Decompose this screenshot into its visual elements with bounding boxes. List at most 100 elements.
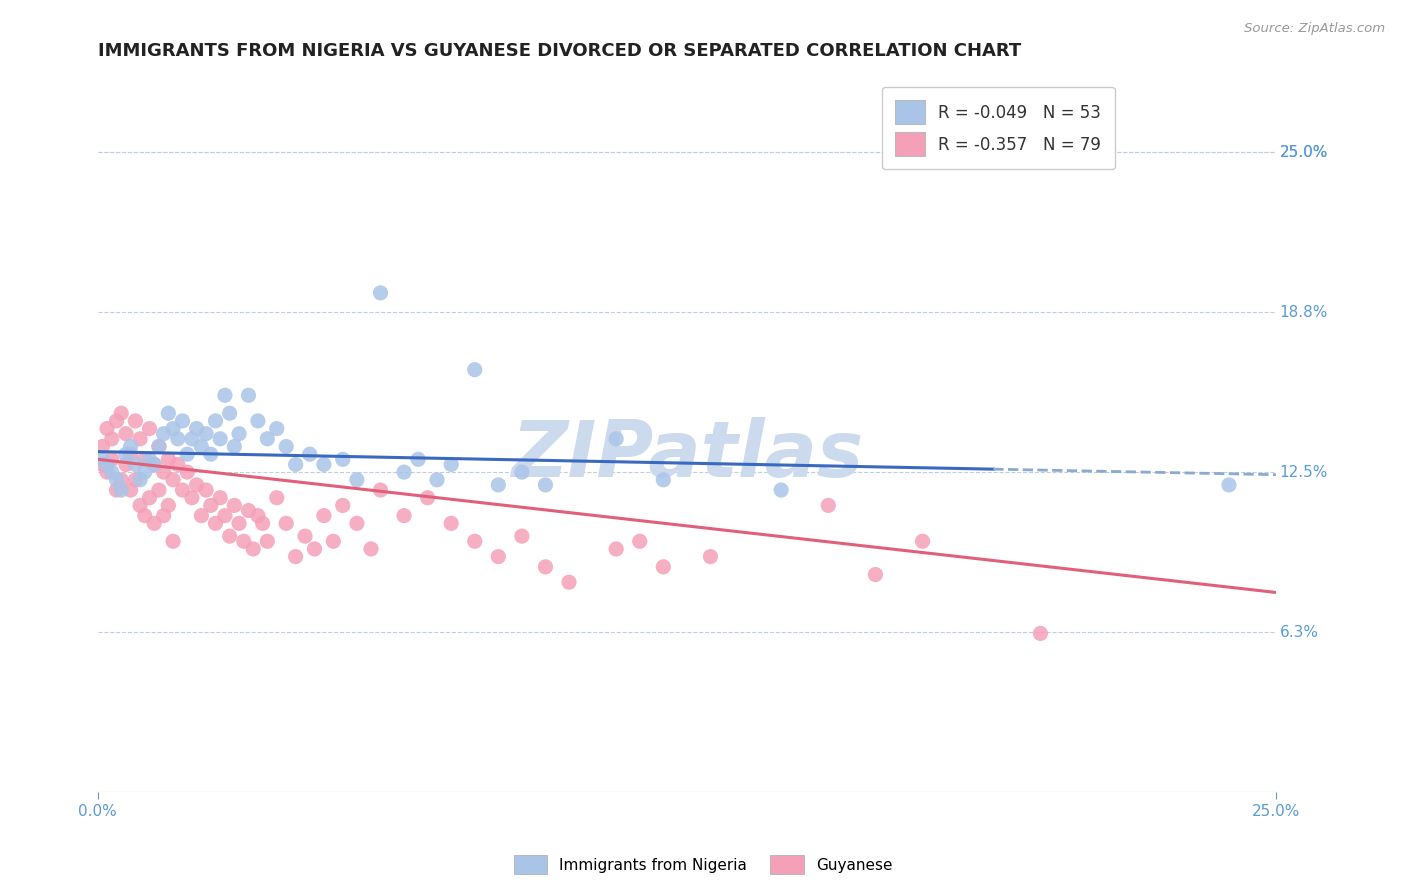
Point	[232, 534, 254, 549]
Point	[218, 529, 240, 543]
Point	[534, 478, 557, 492]
Point	[246, 414, 269, 428]
Point	[228, 426, 250, 441]
Point	[148, 483, 170, 497]
Point	[486, 549, 509, 564]
Point	[276, 440, 298, 454]
Point	[110, 406, 132, 420]
Point	[486, 478, 509, 492]
Point	[195, 426, 218, 441]
Point	[652, 560, 675, 574]
Point	[166, 458, 188, 472]
Point	[628, 534, 651, 549]
Point	[252, 516, 274, 531]
Text: 25.0%: 25.0%	[1279, 145, 1329, 160]
Legend: R = -0.049   N = 53, R = -0.357   N = 79: R = -0.049 N = 53, R = -0.357 N = 79	[882, 87, 1115, 169]
Point	[558, 575, 581, 590]
Point	[162, 421, 184, 435]
Point	[200, 447, 222, 461]
Point	[276, 516, 298, 531]
Point	[91, 440, 114, 454]
Point	[138, 452, 160, 467]
Point	[115, 447, 138, 461]
Point	[190, 440, 212, 454]
Point	[195, 483, 218, 497]
Point	[392, 465, 415, 479]
Point	[284, 549, 307, 564]
Point	[770, 483, 793, 497]
Point	[186, 421, 208, 435]
Point	[134, 452, 156, 467]
Point	[96, 421, 118, 435]
Point	[157, 406, 180, 420]
Point	[534, 560, 557, 574]
Point	[101, 452, 124, 467]
Text: 12.5%: 12.5%	[1279, 465, 1329, 480]
Point	[181, 432, 204, 446]
Point	[172, 483, 194, 497]
Point	[464, 534, 486, 549]
Point	[152, 465, 174, 479]
Point	[510, 529, 533, 543]
Point	[110, 483, 132, 497]
Text: 25.0%: 25.0%	[1279, 145, 1329, 160]
Point	[143, 458, 166, 472]
Point	[605, 432, 627, 446]
Point	[256, 432, 278, 446]
Point	[346, 473, 368, 487]
Point	[426, 473, 449, 487]
Point	[162, 534, 184, 549]
Point	[346, 516, 368, 531]
Point	[91, 452, 114, 467]
Point	[138, 491, 160, 505]
Point	[911, 534, 934, 549]
Point	[129, 499, 152, 513]
Point	[312, 458, 335, 472]
Point	[200, 499, 222, 513]
Point	[392, 508, 415, 523]
Point	[120, 447, 142, 461]
Text: ZIPatlas: ZIPatlas	[510, 417, 863, 493]
Point	[406, 452, 429, 467]
Point	[152, 508, 174, 523]
Point	[96, 465, 118, 479]
Point	[246, 508, 269, 523]
Point	[129, 473, 152, 487]
Point	[652, 473, 675, 487]
Point	[110, 473, 132, 487]
Point	[101, 432, 124, 446]
Point	[510, 465, 533, 479]
Point	[294, 529, 316, 543]
Point	[143, 516, 166, 531]
Point	[138, 421, 160, 435]
Point	[214, 388, 236, 402]
Point	[124, 458, 146, 472]
Point	[209, 432, 232, 446]
Point	[605, 541, 627, 556]
Point	[214, 508, 236, 523]
Point	[256, 534, 278, 549]
Point	[699, 549, 721, 564]
Point	[322, 534, 344, 549]
Point	[218, 406, 240, 420]
Point	[332, 452, 354, 467]
Point	[148, 440, 170, 454]
Point	[124, 414, 146, 428]
Point	[143, 458, 166, 472]
Point	[865, 567, 887, 582]
Point	[266, 421, 288, 435]
Point	[204, 516, 226, 531]
Point	[105, 473, 128, 487]
Point	[96, 458, 118, 472]
Point	[172, 414, 194, 428]
Point	[101, 465, 124, 479]
Point	[148, 440, 170, 454]
Text: Source: ZipAtlas.com: Source: ZipAtlas.com	[1244, 22, 1385, 36]
Text: IMMIGRANTS FROM NIGERIA VS GUYANESE DIVORCED OR SEPARATED CORRELATION CHART: IMMIGRANTS FROM NIGERIA VS GUYANESE DIVO…	[97, 42, 1021, 60]
Point	[176, 447, 198, 461]
Point	[360, 541, 382, 556]
Point	[817, 499, 839, 513]
Point	[134, 465, 156, 479]
Point	[228, 516, 250, 531]
Point	[105, 414, 128, 428]
